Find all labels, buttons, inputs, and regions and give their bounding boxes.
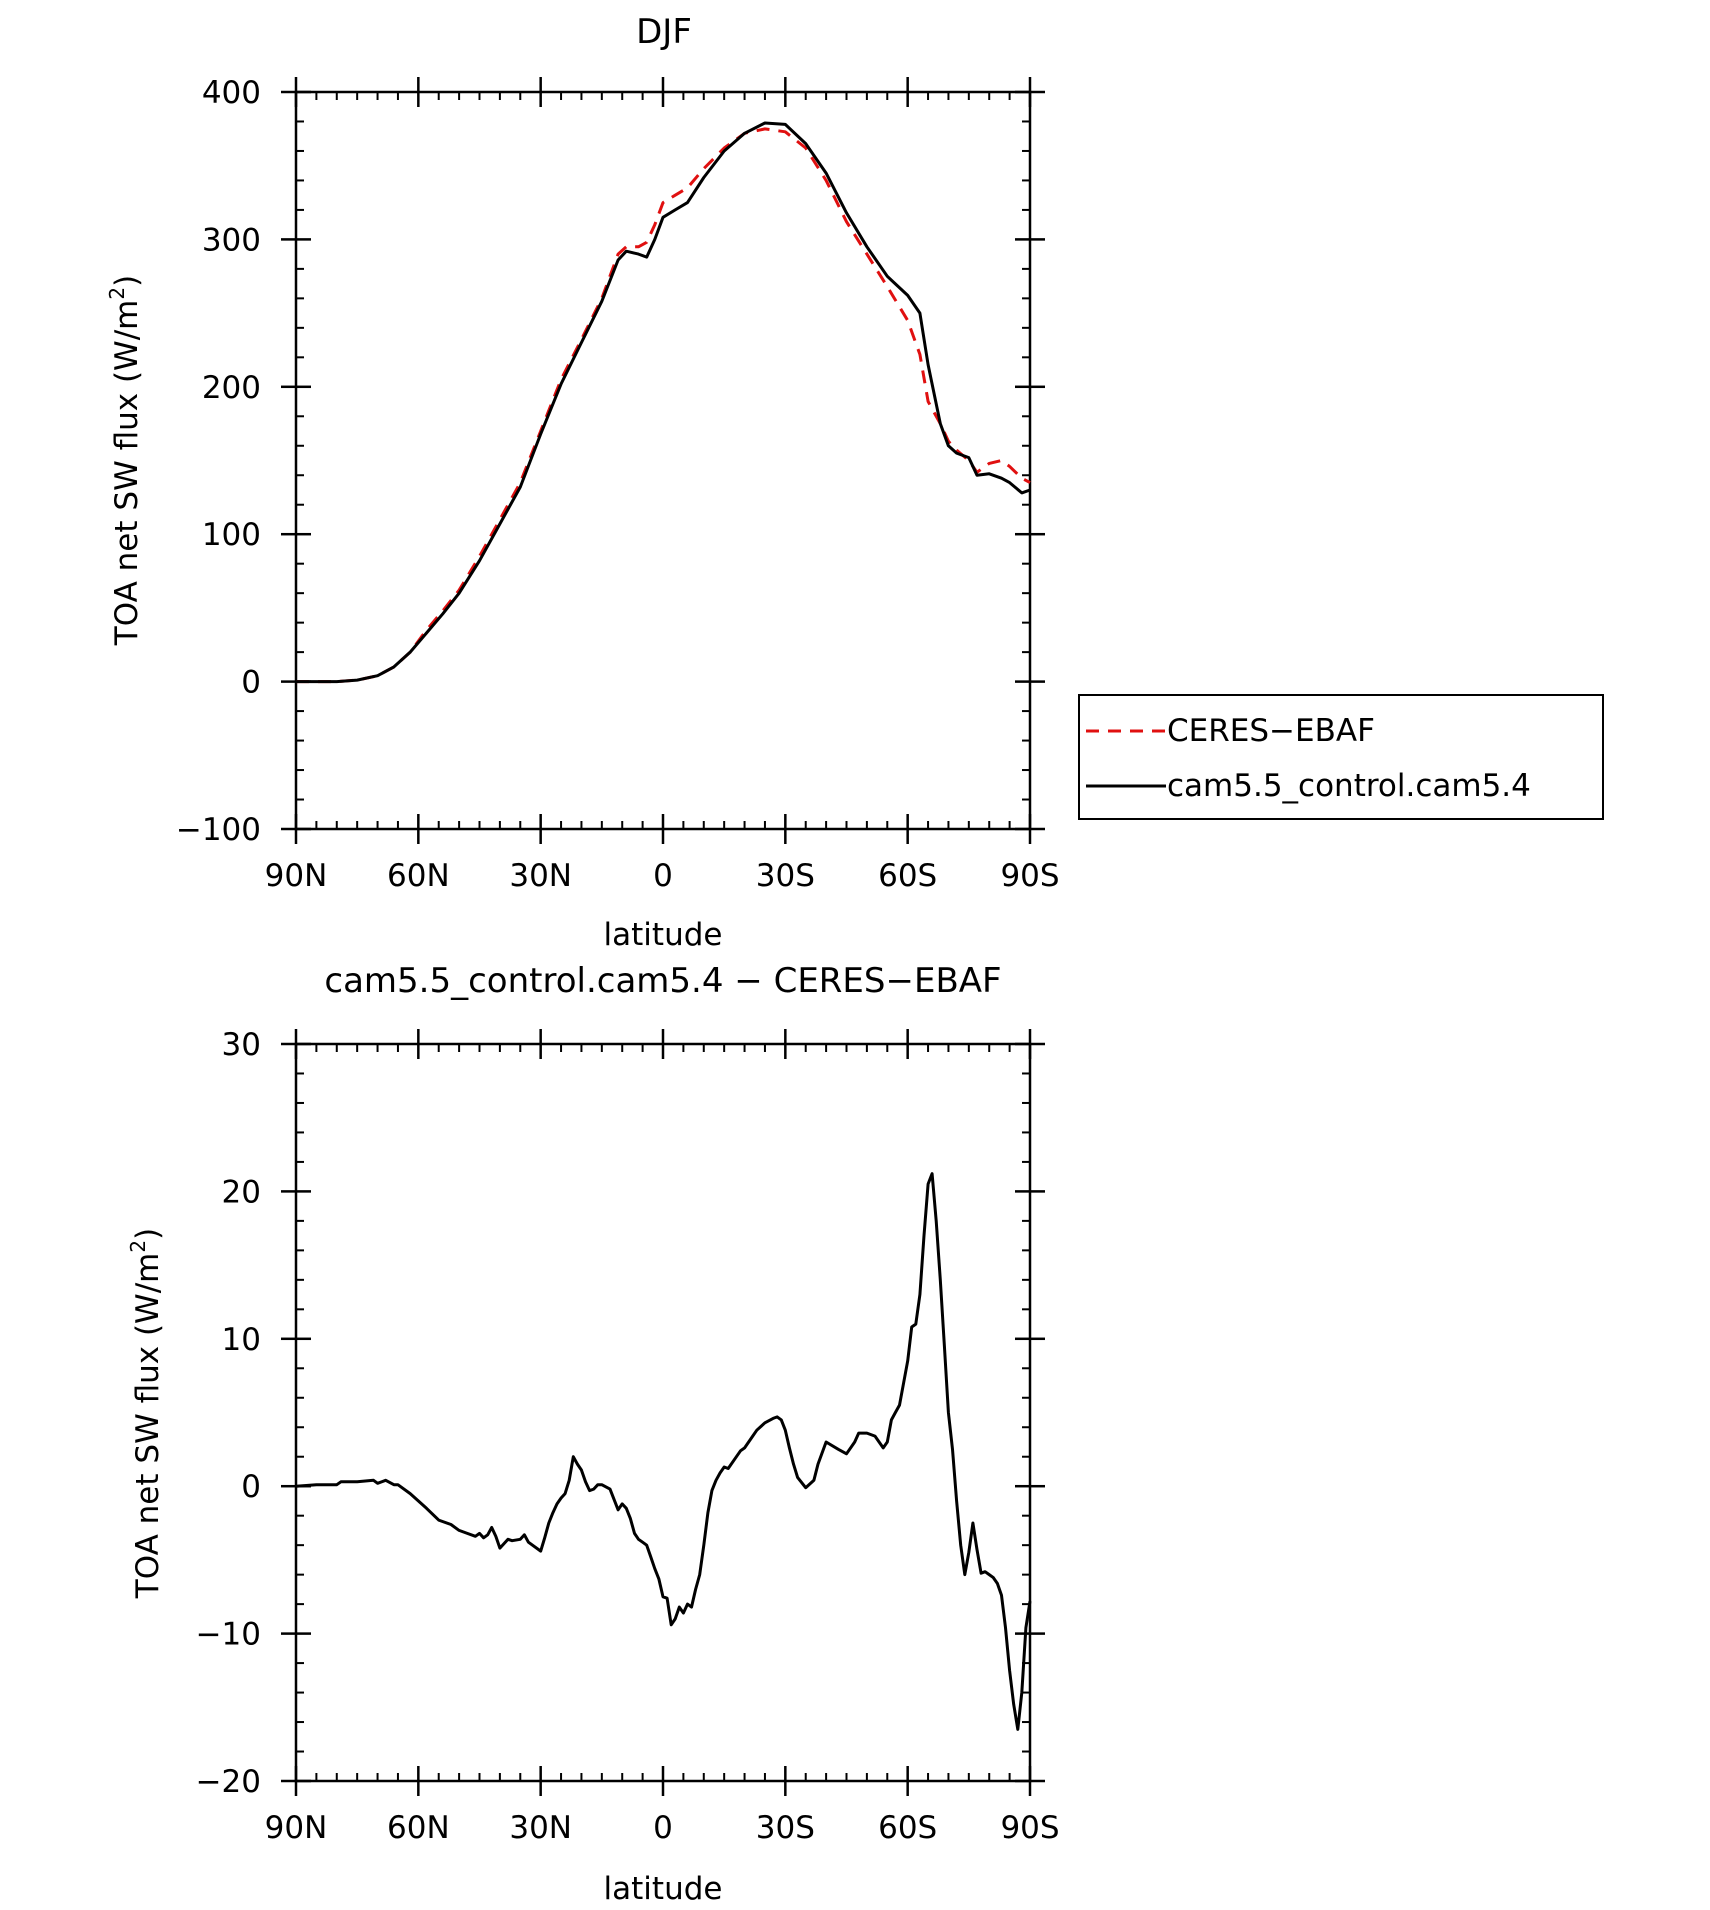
top-series-ceres-ebaf [296, 127, 1031, 684]
top-y-tick-label-minus-100: −100 [176, 812, 261, 848]
bottom-series-cam5-5-control-cam5-4-ceres-ebaf [295, 1172, 1032, 1731]
top-x-tick-label-30n: 30N [509, 858, 572, 894]
difference-panel: cam5.5_control.cam5.4 − CERES−EBAF 90N 60… [126, 961, 1060, 1907]
bottom-y-axis-label-close: ) [130, 1228, 166, 1240]
top-y-tick-label-400: 400 [202, 75, 261, 111]
bottom-y-tick-label-20: 20 [222, 1174, 261, 1210]
bottom-x-tick-label-60n: 60N [387, 1810, 450, 1846]
top-y-tick-label-200: 200 [202, 370, 261, 406]
top-y-axis-label-close: ) [109, 275, 145, 287]
djf-panel: DJF 90N 60N 30N 0 30S 60S 90S −100 0 100 200 300 400… [105, 12, 1604, 953]
top-y-tick-label-100: 100 [202, 517, 261, 553]
bottom-x-tick-label-90s: 90S [1000, 1810, 1059, 1846]
bottom-tick-marks [281, 1029, 1045, 1796]
top-y-axis-label-sup: 2 [105, 287, 129, 300]
bottom-y-tick-label-0: 0 [241, 1469, 261, 1505]
bottom-chart-title: cam5.5_control.cam5.4 − CERES−EBAF [324, 961, 1001, 1001]
top-y-axis-label: TOA net SW flux (W/m2) [105, 275, 145, 646]
bottom-x-axis-label: latitude [604, 1871, 723, 1905]
top-x-tick-label-90s: 90S [1000, 858, 1059, 894]
top-x-axis-label: latitude [604, 917, 723, 953]
bottom-x-tick-label-60s: 60S [878, 1810, 937, 1846]
bottom-y-tick-label-minus-10: −10 [196, 1617, 261, 1653]
bottom-y-tick-label-minus-20: −20 [196, 1764, 261, 1800]
bottom-y-axis-label: TOA net SW flux (W/m2) [126, 1228, 166, 1599]
top-x-tick-label-0: 0 [653, 858, 673, 894]
top-x-tick-label-60n: 60N [387, 858, 450, 894]
legend-label-cam5: cam5.5_control.cam5.4 [1167, 768, 1531, 804]
bottom-y-tick-label-30: 30 [222, 1027, 261, 1063]
top-tick-labels: 90N 60N 30N 0 30S 60S 90S −100 0 100 200 300 400 [176, 75, 1060, 894]
bottom-y-tick-label-10: 10 [222, 1322, 261, 1358]
bottom-plot-frame [294, 1042, 1032, 1783]
bottom-x-tick-label-30s: 30S [756, 1810, 815, 1846]
top-y-tick-label-0: 0 [241, 665, 261, 701]
bottom-x-tick-label-0: 0 [653, 1810, 673, 1846]
top-x-tick-label-30s: 30S [756, 858, 815, 894]
top-x-tick-label-90n: 90N [265, 858, 328, 894]
bottom-tick-labels: 90N 60N 30N 0 30S 60S 90S −20 −10 0 10 20 30 [196, 1027, 1060, 1846]
bottom-y-axis-label-main: TOA net SW flux (W/m [130, 1253, 166, 1600]
bottom-x-tick-label-90n: 90N [265, 1810, 328, 1846]
top-series-lines [296, 121, 1031, 684]
bottom-series-lines [295, 1172, 1032, 1731]
top-chart-title: DJF [636, 12, 692, 52]
top-x-tick-label-60s: 60S [878, 858, 937, 894]
legend-box [1078, 694, 1604, 820]
bottom-y-axis-label-sup: 2 [126, 1240, 150, 1253]
bottom-x-tick-label-30n: 30N [509, 1810, 572, 1846]
legend: CERES−EBAF cam5.5_control.cam5.4 [1078, 694, 1604, 820]
top-y-axis-label-main: TOA net SW flux (W/m [109, 300, 145, 647]
top-y-tick-label-300: 300 [202, 222, 261, 258]
top-tick-marks [281, 77, 1045, 844]
top-series-cam5-5-control-cam5-4 [296, 121, 1031, 684]
legend-label-ceres-ebaf: CERES−EBAF [1167, 713, 1375, 749]
